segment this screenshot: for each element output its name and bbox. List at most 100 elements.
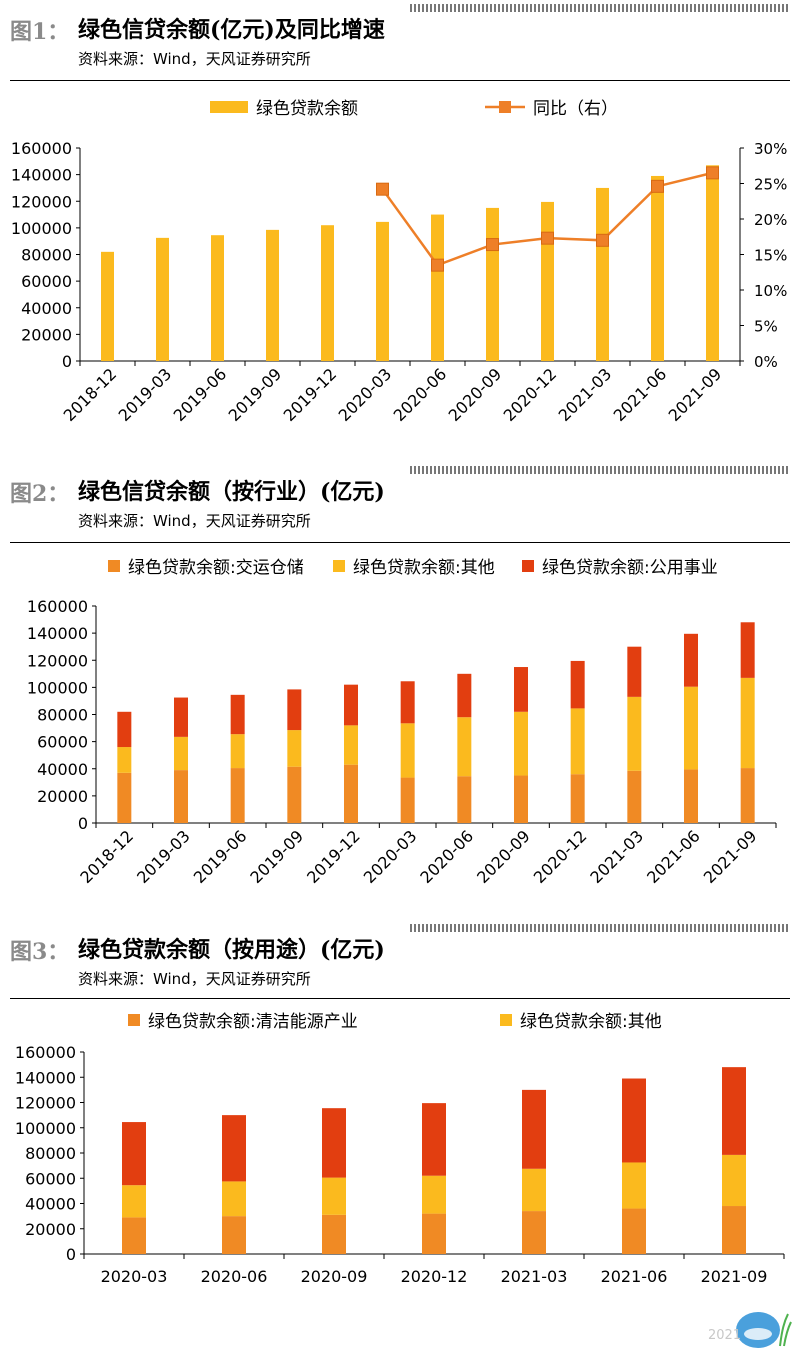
bar	[722, 1206, 746, 1254]
x-tick-label: 2021-03	[586, 826, 647, 887]
y-tick-label: 120000	[15, 1094, 76, 1113]
header-decoration	[410, 466, 790, 474]
bar	[514, 667, 528, 712]
line-point-marker	[596, 233, 609, 247]
x-tick-label: 2020-03	[101, 1267, 168, 1286]
figure-label: 图1：	[10, 19, 70, 45]
y-tick-label: 160000	[27, 597, 88, 616]
bar	[457, 717, 472, 777]
bar	[627, 646, 642, 697]
y-tick-label: 60000	[25, 1169, 76, 1188]
y-tick-label: 140000	[27, 624, 88, 643]
legend-label: 同比（右）	[533, 99, 618, 119]
y2-tick-label: 15%	[754, 247, 787, 265]
legend-label: 绿色贷款余额	[256, 99, 358, 119]
bar	[400, 723, 415, 778]
bar	[287, 766, 302, 823]
divider	[10, 80, 790, 81]
y2-tick-label: 20%	[754, 211, 787, 229]
bar	[156, 237, 169, 361]
y-tick-label: 120000	[11, 192, 72, 211]
bar	[287, 730, 302, 767]
x-tick-label: 2019-06	[170, 364, 231, 425]
y-tick-label: 20000	[37, 787, 88, 806]
bar	[622, 1162, 646, 1209]
bar	[287, 689, 302, 731]
legend-swatch	[108, 560, 120, 572]
y-tick-label: 100000	[15, 1119, 76, 1138]
bar	[266, 229, 279, 361]
divider	[10, 542, 790, 543]
bar	[627, 696, 642, 771]
bar	[684, 686, 698, 770]
chart-3: 0 20000 40000 60000 80000 100000 120000 140000 1…	[15, 1012, 785, 1286]
bar	[376, 221, 389, 361]
figure-title: 绿色贷款余额（按用途）(亿元)	[78, 937, 385, 963]
bar	[622, 1078, 646, 1163]
figure-title: 绿色信贷余额(亿元)及同比增速	[78, 17, 385, 43]
x-tick-label: 2020-09	[473, 826, 534, 887]
y-tick-label: 100000	[27, 678, 88, 697]
bar	[422, 1175, 446, 1214]
line-point-marker	[541, 231, 554, 245]
bar	[684, 769, 698, 823]
y-tick-label: 160000	[15, 1043, 76, 1062]
bar	[541, 201, 554, 361]
legend-swatch	[128, 1014, 140, 1026]
legend-label: 绿色贷款余额:交运仓储	[128, 558, 304, 578]
y2-tick-label: 0%	[754, 353, 778, 371]
x-tick-label: 2021-09	[701, 1267, 768, 1286]
x-tick-label: 2021-03	[501, 1267, 568, 1286]
x-tick-label: 2020-06	[201, 1267, 268, 1286]
figure-source: 资料来源：Wind，天风证券研究所	[78, 512, 311, 530]
bar	[422, 1103, 446, 1176]
y-tick-label: 100000	[11, 219, 72, 238]
bar	[222, 1216, 246, 1254]
figure-label: 图2：	[10, 481, 70, 507]
bar	[651, 175, 664, 361]
x-tick-label: 2020-12	[401, 1267, 468, 1286]
chart-2: 0 20000 40000 60000 80000 100000 120000 140000 1…	[27, 558, 777, 887]
bar	[117, 711, 132, 748]
y-tick-label: 80000	[37, 706, 88, 725]
x-tick-label: 2019-09	[225, 364, 286, 425]
legend-swatch	[210, 101, 248, 113]
bar	[522, 1168, 546, 1212]
bar	[457, 776, 472, 823]
bar	[457, 673, 472, 718]
bar	[344, 764, 358, 823]
x-tick-label: 2019-03	[133, 826, 194, 887]
y-tick-label: 140000	[15, 1068, 76, 1087]
y-tick-label: 80000	[25, 1144, 76, 1163]
x-tick-label: 2020-03	[360, 826, 421, 887]
bar	[622, 1208, 646, 1254]
x-tick-label: 2021-03	[555, 364, 616, 425]
watermark-text: 2021	[708, 1328, 742, 1343]
bar	[222, 1181, 246, 1217]
x-tick-label: 2021-06	[643, 826, 704, 887]
x-tick-label: 2019-03	[115, 364, 176, 425]
line-point-marker	[706, 166, 719, 180]
bar	[722, 1154, 746, 1207]
figure-2-header: 图2： 绿色信贷余额（按行业）(亿元) 资料来源：Wind，天风证券研究所	[0, 462, 800, 532]
bar	[400, 681, 415, 724]
legend-marker	[499, 101, 511, 113]
bar	[344, 684, 358, 726]
y-tick-label: 20000	[21, 325, 72, 344]
bar	[422, 1213, 446, 1254]
x-tick-label: 2020-09	[445, 364, 506, 425]
bar	[101, 251, 114, 361]
y-tick-label: 120000	[27, 651, 88, 670]
x-tick-label: 2019-09	[246, 826, 307, 887]
bar	[431, 214, 444, 361]
y2-tick-label: 25%	[754, 176, 787, 194]
header-decoration	[410, 924, 790, 932]
line-point-marker	[651, 179, 664, 193]
figure-3: 图3： 绿色贷款余额（按用途）(亿元) 资料来源：Wind，天风证券研究所 0 2…	[0, 920, 800, 1354]
y-tick-label: 40000	[37, 760, 88, 779]
chart-1: 0 20000 40000 60000 80000 100000 120000 140000 1…	[11, 99, 787, 425]
y-tick-label: 140000	[11, 166, 72, 185]
y-tick-label: 160000	[11, 139, 72, 158]
bar	[706, 165, 719, 361]
